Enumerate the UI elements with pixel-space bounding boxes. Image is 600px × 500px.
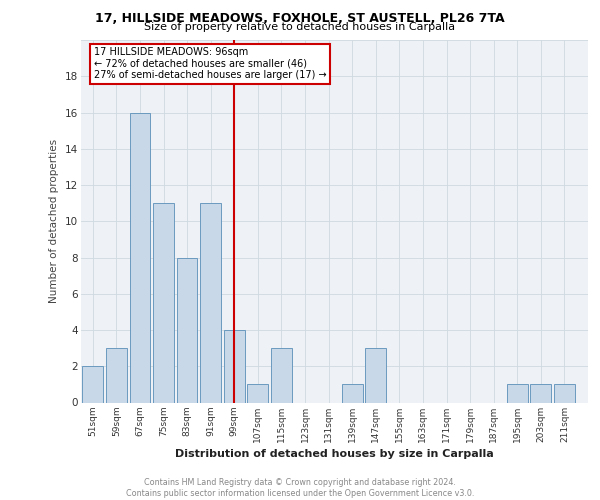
Bar (130, 112, 151, 403)
Bar (82, 366, 103, 403)
Text: 17 HILLSIDE MEADOWS: 96sqm
← 72% of detached houses are smaller (46)
27% of semi: 17 HILLSIDE MEADOWS: 96sqm ← 72% of deta… (94, 48, 326, 80)
Bar (247, 384, 268, 402)
Bar (106, 348, 127, 403)
Bar (342, 384, 362, 402)
Y-axis label: Number of detached properties: Number of detached properties (49, 139, 59, 304)
Text: 17, HILLSIDE MEADOWS, FOXHOLE, ST AUSTELL, PL26 7TA: 17, HILLSIDE MEADOWS, FOXHOLE, ST AUSTEL… (95, 12, 505, 26)
Bar (365, 348, 386, 403)
Text: Contains HM Land Registry data © Crown copyright and database right 2024.
Contai: Contains HM Land Registry data © Crown c… (126, 478, 474, 498)
Text: Size of property relative to detached houses in Carpalla: Size of property relative to detached ho… (145, 22, 455, 32)
Bar (153, 203, 174, 402)
Bar (554, 384, 575, 402)
Bar (507, 384, 527, 402)
X-axis label: Distribution of detached houses by size in Carpalla: Distribution of detached houses by size … (175, 448, 494, 458)
Bar (177, 258, 197, 402)
Bar (224, 330, 245, 402)
Bar (271, 348, 292, 403)
Bar (530, 384, 551, 402)
Bar (200, 203, 221, 402)
